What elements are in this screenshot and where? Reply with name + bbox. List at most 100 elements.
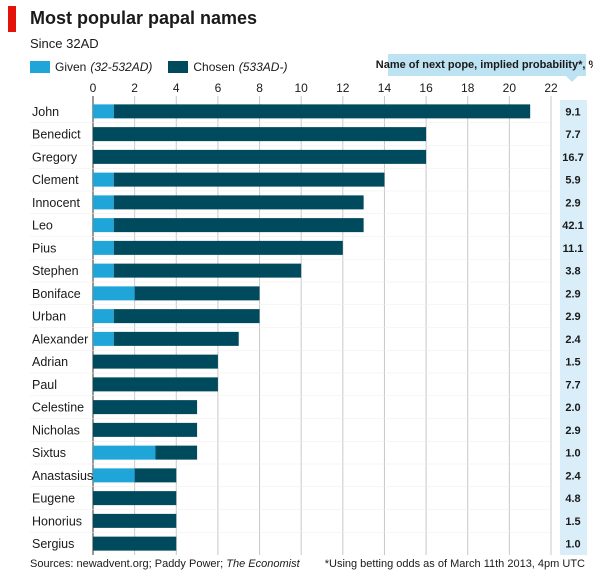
bar-given	[93, 445, 156, 460]
x-tick-label: 10	[295, 81, 309, 95]
probability-value: 4.8	[565, 493, 580, 505]
bar-chosen	[134, 286, 260, 301]
probability-value: 11.1	[563, 243, 584, 255]
bar-chosen	[113, 195, 364, 210]
bar-chosen	[93, 422, 198, 437]
legend-label-given: Given	[55, 60, 87, 74]
x-tick-label: 6	[215, 81, 222, 95]
category-label: Boniface	[32, 287, 81, 301]
probability-value: 2.9	[565, 311, 580, 323]
bar-chosen	[93, 149, 427, 164]
bar-given	[93, 263, 114, 278]
category-label: Celestine	[32, 401, 84, 415]
probability-value: 2.0	[565, 402, 580, 414]
bar-given	[93, 286, 135, 301]
bar-chosen	[113, 218, 364, 233]
bar-given	[93, 104, 114, 119]
bar-chosen	[155, 445, 198, 460]
legend-swatch-given	[30, 61, 50, 73]
category-label: Paul	[32, 378, 57, 392]
bar-given	[93, 468, 135, 483]
probability-value: 42.1	[562, 220, 583, 232]
probability-header: Name of next pope, implied probability*,…	[376, 54, 593, 76]
probability-value: 2.4	[565, 470, 581, 482]
legend-item-given: Given (32-532AD)	[30, 60, 152, 74]
legend-item-chosen: Chosen (533AD-)	[168, 60, 287, 74]
source-note: Sources: newadvent.org; Paddy Power; The…	[30, 558, 300, 570]
bar-chosen	[93, 400, 198, 415]
bar-given	[93, 218, 114, 233]
category-label: Sergius	[32, 537, 74, 551]
category-label: Sixtus	[32, 446, 66, 460]
probability-value: 3.8	[565, 266, 580, 278]
bar-chosen	[113, 104, 531, 119]
legend-note-chosen: (533AD-)	[238, 60, 288, 74]
category-label: John	[32, 105, 59, 119]
probability-value: 2.9	[565, 425, 580, 437]
category-label: Leo	[32, 219, 53, 233]
probability-value: 1.5	[565, 516, 580, 528]
category-label: Gregory	[32, 150, 78, 164]
probability-value: 5.9	[565, 175, 580, 187]
category-label: Adrian	[32, 355, 68, 369]
probability-column	[560, 100, 587, 555]
x-tick-label: 8	[256, 81, 263, 95]
bar-chosen	[113, 309, 260, 324]
bar-chosen	[113, 172, 385, 187]
bar-chosen	[113, 331, 239, 346]
probability-value: 9.1	[565, 106, 580, 118]
bar-given	[93, 309, 114, 324]
probability-value: 2.4	[565, 334, 581, 346]
category-label: Pius	[32, 241, 56, 255]
probability-value: 7.7	[565, 379, 580, 391]
legend-note-given: (32-532AD)	[90, 60, 153, 74]
x-tick-label: 12	[336, 81, 350, 95]
legend-swatch-chosen	[168, 61, 189, 73]
category-label: Nicholas	[32, 423, 80, 437]
probability-value: 7.7	[565, 129, 580, 141]
bar-chosen	[93, 127, 427, 142]
bar-chosen	[93, 354, 218, 369]
bar-given	[93, 172, 114, 187]
bar-given	[93, 240, 114, 255]
chart-subtitle: Since 32AD	[30, 36, 99, 51]
chart-title: Most popular papal names	[30, 8, 258, 28]
probability-value: 1.0	[565, 539, 580, 551]
probability-value: 16.7	[562, 152, 583, 164]
x-tick-label: 20	[503, 81, 517, 95]
probability-value: 1.5	[565, 357, 580, 369]
category-label: Anastasius	[32, 469, 93, 483]
bar-given	[93, 195, 114, 210]
x-tick-label: 22	[544, 81, 558, 95]
bar-chosen	[113, 263, 302, 278]
category-label: Benedict	[32, 128, 81, 142]
x-tick-label: 2	[131, 81, 138, 95]
bar-given	[93, 331, 114, 346]
probability-header-pointer	[566, 76, 578, 82]
x-tick-label: 0	[90, 81, 97, 95]
probability-value: 2.9	[565, 288, 580, 300]
brand-red-tag	[8, 6, 16, 32]
bar-chosen	[93, 491, 177, 506]
source-publication: The Economist	[226, 558, 300, 570]
probability-value: 1.0	[565, 448, 580, 460]
category-label: Urban	[32, 310, 66, 324]
footnote: *Using betting odds as of March 11th 201…	[324, 558, 585, 570]
legend-label-chosen: Chosen	[193, 60, 235, 74]
x-tick-label: 14	[378, 81, 392, 95]
probability-value: 2.9	[565, 197, 580, 209]
bar-chosen	[93, 536, 177, 551]
category-label: Innocent	[32, 196, 80, 210]
source-prefix: Sources: newadvent.org; Paddy Power;	[30, 558, 224, 570]
bar-chosen	[93, 377, 218, 392]
bar-chosen	[93, 513, 177, 528]
category-label: Eugene	[32, 492, 75, 506]
category-label: Stephen	[32, 264, 79, 278]
bar-chosen	[134, 468, 177, 483]
category-label: Clement	[32, 173, 79, 187]
category-label: Alexander	[32, 332, 88, 346]
category-label: Honorius	[32, 514, 82, 528]
legend: Given (32-532AD) Chosen (533AD-)	[30, 60, 303, 74]
bar-chosen	[113, 240, 343, 255]
